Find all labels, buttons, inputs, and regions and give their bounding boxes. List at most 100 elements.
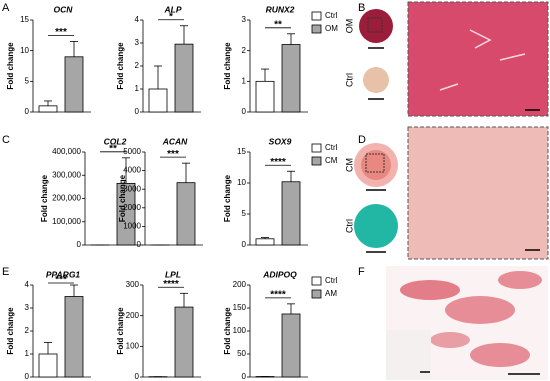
chart-title: OCN [54, 4, 74, 14]
significance-label: **** [270, 290, 286, 301]
bar [38, 105, 58, 113]
chart-title: RUNX2 [266, 4, 295, 14]
legend-label: Ctrl [325, 276, 338, 285]
bar [281, 313, 301, 378]
y-axis-label: Fold change [40, 174, 49, 222]
y-axis-label: Fold change [223, 174, 232, 222]
y-axis-label: Fold change [223, 307, 232, 355]
y-tick-label: 3 [25, 303, 30, 312]
legend-label: CM [325, 156, 338, 165]
y-tick-label: 2 [242, 46, 247, 55]
y-tick-label: 100 [126, 341, 140, 350]
image-label: Ctrl [344, 219, 354, 233]
panel-label: F [358, 266, 365, 278]
y-tick-label: 15 [237, 147, 246, 156]
y-tick-label: 0 [242, 107, 247, 116]
y-tick-label: 0 [137, 240, 142, 249]
chart-title: COL2 [104, 136, 127, 146]
y-tick-label: 200 [233, 280, 247, 289]
bar [38, 353, 58, 378]
legend-swatch [311, 289, 322, 299]
legend-label: OM [325, 24, 338, 33]
y-tick-label: 5000 [123, 147, 141, 156]
y-tick-label: 0 [242, 372, 247, 381]
y-tick-label: 1 [135, 84, 140, 93]
bar [64, 296, 84, 378]
chart-title: ACAN [162, 136, 188, 146]
y-tick-label: 0 [135, 372, 140, 381]
panel-label: E [2, 266, 9, 278]
y-tick-label: 4000 [123, 166, 141, 175]
y-tick-label: 3 [135, 38, 140, 47]
significance-label: ** [274, 19, 282, 30]
bar [116, 182, 136, 246]
y-tick-label: 1 [242, 76, 247, 85]
chart-title: SOX9 [269, 136, 292, 146]
chart-title: LPL [165, 269, 181, 279]
y-axis-label: Fold change [223, 42, 232, 90]
y-tick-label: 1000 [123, 222, 141, 231]
legend-swatch [311, 276, 322, 286]
panel-label: C [2, 134, 10, 146]
y-tick-label: 150 [233, 303, 247, 312]
y-tick-label: 400,000 [52, 147, 81, 156]
significance-label: **** [270, 157, 286, 168]
y-tick-label: 5 [242, 209, 247, 218]
y-axis-label: Fold change [6, 42, 15, 90]
y-axis-label: Fold change [118, 174, 127, 222]
y-tick-label: 0 [25, 107, 30, 116]
y-tick-label: 4 [135, 15, 140, 24]
y-tick-label: 0 [242, 240, 247, 249]
image-panel-f [386, 266, 548, 380]
image-label: OM [344, 19, 354, 34]
y-tick-label: 10 [237, 178, 246, 187]
image-label: CM [344, 158, 354, 172]
y-tick-label: 2000 [123, 203, 141, 212]
panel-label: A [2, 2, 10, 14]
significance-label: *** [167, 149, 179, 160]
image-panel-b [359, 1, 549, 117]
legend-swatch [311, 143, 322, 153]
legend-swatch [311, 156, 322, 166]
bar [255, 80, 275, 113]
panel-label: D [358, 134, 366, 146]
y-tick-label: 200 [126, 311, 140, 320]
bar [281, 181, 301, 246]
y-tick-label: 50 [237, 349, 246, 358]
y-tick-label: 2 [135, 61, 140, 70]
significance-label: **** [163, 279, 179, 290]
significance-label: * [169, 11, 173, 22]
chart-title: ADIPOQ [262, 269, 297, 279]
y-tick-label: 0 [77, 240, 82, 249]
legend-label: AM [325, 289, 337, 298]
y-tick-label: 15 [20, 15, 29, 24]
y-axis-label: Fold change [116, 42, 125, 90]
bar [255, 238, 275, 246]
chart-title: PPARG1 [46, 269, 81, 279]
image-label: Ctrl [344, 73, 354, 87]
y-tick-label: 300 [126, 280, 140, 289]
y-tick-label: 100,000 [52, 217, 81, 226]
bar [176, 182, 196, 246]
legend-label: Ctrl [325, 143, 338, 152]
y-tick-label: 4 [25, 280, 30, 289]
y-tick-label: 300,000 [52, 170, 81, 179]
bar [174, 306, 194, 378]
y-tick-label: 1 [25, 349, 30, 358]
panel-label: B [358, 2, 365, 14]
significance-label: ** [109, 143, 117, 154]
y-axis-label: Fold change [6, 307, 15, 355]
y-tick-label: 100 [233, 326, 247, 335]
y-tick-label: 2 [25, 326, 30, 335]
y-tick-label: 3000 [123, 184, 141, 193]
legend-label: Ctrl [325, 11, 338, 20]
significance-label: *** [55, 275, 67, 286]
y-tick-label: 10 [20, 46, 29, 55]
y-tick-label: 3 [242, 15, 247, 24]
legend-swatch [311, 11, 322, 21]
bar [174, 43, 194, 113]
y-tick-label: 200,000 [52, 194, 81, 203]
y-axis-label: Fold change [116, 307, 125, 355]
y-tick-label: 5 [25, 76, 30, 85]
